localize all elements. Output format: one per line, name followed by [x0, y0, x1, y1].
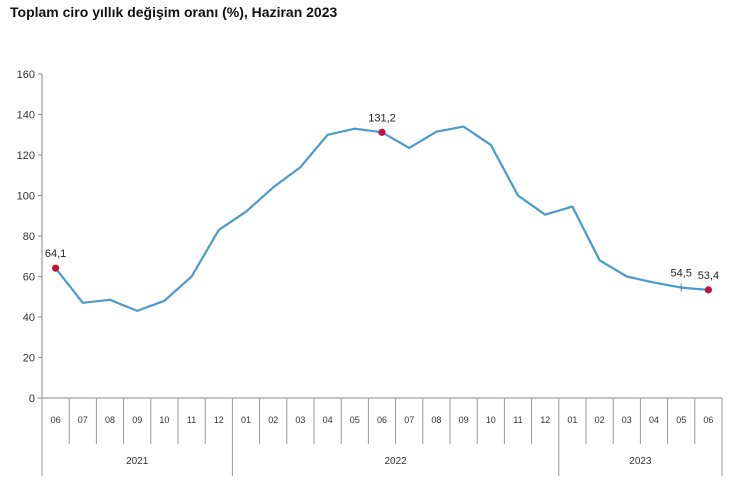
- x-tick-label: 07: [404, 415, 414, 425]
- x-tick-label: 06: [377, 415, 387, 425]
- y-tick-label: 80: [23, 231, 35, 243]
- series-line: [54, 125, 709, 312]
- y-tick-label: 120: [17, 150, 35, 162]
- x-tick-label: 06: [703, 415, 713, 425]
- data-label: 131,2: [368, 112, 396, 124]
- x-tick-label: 05: [676, 415, 686, 425]
- x-tick-label: 04: [649, 415, 659, 425]
- x-tick-label: 03: [622, 415, 632, 425]
- x-tick-label: 06: [51, 415, 61, 425]
- y-tick-label: 160: [17, 69, 35, 81]
- x-tick-label: 03: [295, 415, 305, 425]
- data-label-layer: 64,1 131,2 54,5 53,4: [45, 112, 719, 294]
- year-label: 2023: [629, 456, 652, 467]
- data-point-marker: [378, 128, 386, 136]
- x-tick-label: 04: [323, 415, 333, 425]
- y-tick-label: 0: [29, 393, 35, 405]
- x-axis: 06 07 08 09 10 11 12 01 02 03 04 05 06 07 08 09 10 11 12 01…: [41, 397, 723, 476]
- x-tick-label: 02: [268, 415, 278, 425]
- data-point-marker: [52, 264, 60, 272]
- data-label: 54,5: [670, 268, 691, 280]
- year-label: 2022: [384, 456, 407, 467]
- x-tick-label: 08: [431, 415, 441, 425]
- x-tick-label: 12: [540, 415, 550, 425]
- y-axis: 0 20 40 60 80 100 120 140 160: [17, 69, 43, 405]
- data-point-marker: [704, 286, 713, 294]
- x-tick-label: 01: [241, 415, 251, 425]
- x-tick-label: 12: [214, 415, 224, 425]
- x-tick-label: 07: [78, 415, 88, 425]
- y-tick-label: 100: [17, 191, 35, 203]
- data-label: 64,1: [45, 248, 66, 260]
- year-label: 2021: [126, 456, 149, 467]
- chart-title: Toplam ciro yıllık değişim oranı (%), Ha…: [10, 4, 338, 20]
- y-tick-label: 60: [23, 272, 35, 284]
- x-tick-label: 02: [595, 415, 605, 425]
- x-tick-label: 11: [513, 415, 522, 425]
- x-tick-label: 01: [567, 415, 577, 425]
- y-tick-label: 140: [17, 110, 35, 122]
- y-tick-label: 40: [23, 312, 35, 324]
- x-tick-label: 10: [486, 415, 496, 425]
- x-tick-label: 09: [132, 415, 142, 425]
- x-tick-label: 09: [459, 415, 469, 425]
- data-label: 53,4: [698, 270, 719, 282]
- y-tick-label: 20: [23, 353, 35, 365]
- series-layer: [54, 125, 709, 312]
- x-tick-label: 05: [350, 415, 360, 425]
- x-tick-label: 08: [105, 415, 115, 425]
- x-tick-label: 10: [159, 415, 169, 425]
- x-tick-label: 11: [187, 415, 196, 425]
